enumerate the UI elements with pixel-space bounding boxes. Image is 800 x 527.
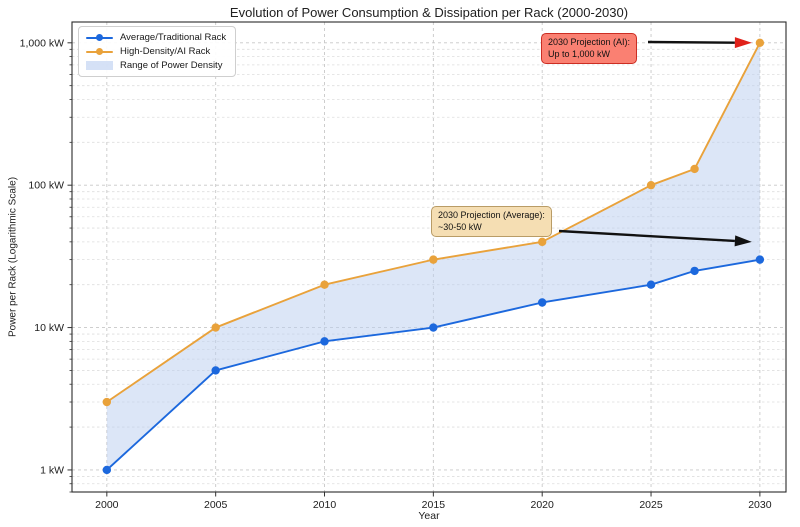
legend-label-highdensity: High-Density/AI Rack [120,46,211,57]
data-point [211,323,220,332]
y-tick-label: 1,000 kW [20,37,64,49]
data-point [102,397,112,407]
legend-item-highdensity: High-Density/AI Rack [86,46,226,57]
annotation-average-projection: 2030 Projection (Average): ~30-50 kW [431,206,552,238]
orange-line-marker-icon [86,47,113,56]
data-point [646,280,656,289]
data-point [690,164,699,174]
data-point [102,465,112,475]
data-point [429,255,438,264]
data-point [320,337,329,346]
y-tick-label: 100 kW [28,180,64,192]
y-tick-label: 1 kW [40,464,64,476]
legend-label-range: Range of Power Density [120,60,223,71]
data-point [211,366,220,375]
series-markers [102,38,765,475]
legend-label-average: Average/Traditional Rack [120,32,227,43]
data-point [537,298,547,307]
annotation-ai-line2: Up to 1,000 kW [548,48,611,59]
x-tick-label: 2025 [639,499,663,511]
data-point [755,255,765,264]
legend-item-average: Average/Traditional Rack [86,32,226,43]
annotation-arrows [558,37,752,247]
legend-item-range: Range of Power Density [86,60,226,71]
plot-frame [71,21,787,493]
data-point [537,237,547,247]
power-density-band [106,42,760,470]
y-tick-label: 10 kW [34,322,64,334]
data-point [690,266,699,276]
data-point [755,38,765,48]
blue-line-marker-icon [86,33,113,42]
x-axis-label: Year [418,510,440,522]
band-patch-icon [86,61,113,70]
series-line-0 [106,258,761,471]
annotation-ai-line1: 2030 Projection (AI): [548,37,631,47]
data-point [429,323,438,332]
x-tick-label: 2020 [531,499,555,511]
x-tick-label: 2030 [748,499,772,511]
x-tick-label: 2000 [95,499,119,511]
annotation-avg-line1: 2030 Projection (Average): [438,210,545,220]
series-lines [106,42,761,471]
chart-title: Evolution of Power Consumption & Dissipa… [229,5,629,20]
annotation-avg-line2: ~30-50 kW [438,221,482,232]
series-line-1 [106,42,761,403]
axis-ticks: 1 kW 10 kW 100 kW 1,000 kW 2000 2005 2010 2015 2… [20,37,772,511]
x-tick-label: 2015 [422,499,446,511]
data-point [320,280,329,289]
data-point [646,180,656,190]
legend: Average/Traditional Rack High-Density/AI… [78,26,237,77]
x-tick-label: 2010 [313,499,337,511]
annotation-ai-projection: 2030 Projection (AI): Up to 1,000 kW [541,33,638,65]
x-tick-label: 2005 [204,499,228,511]
